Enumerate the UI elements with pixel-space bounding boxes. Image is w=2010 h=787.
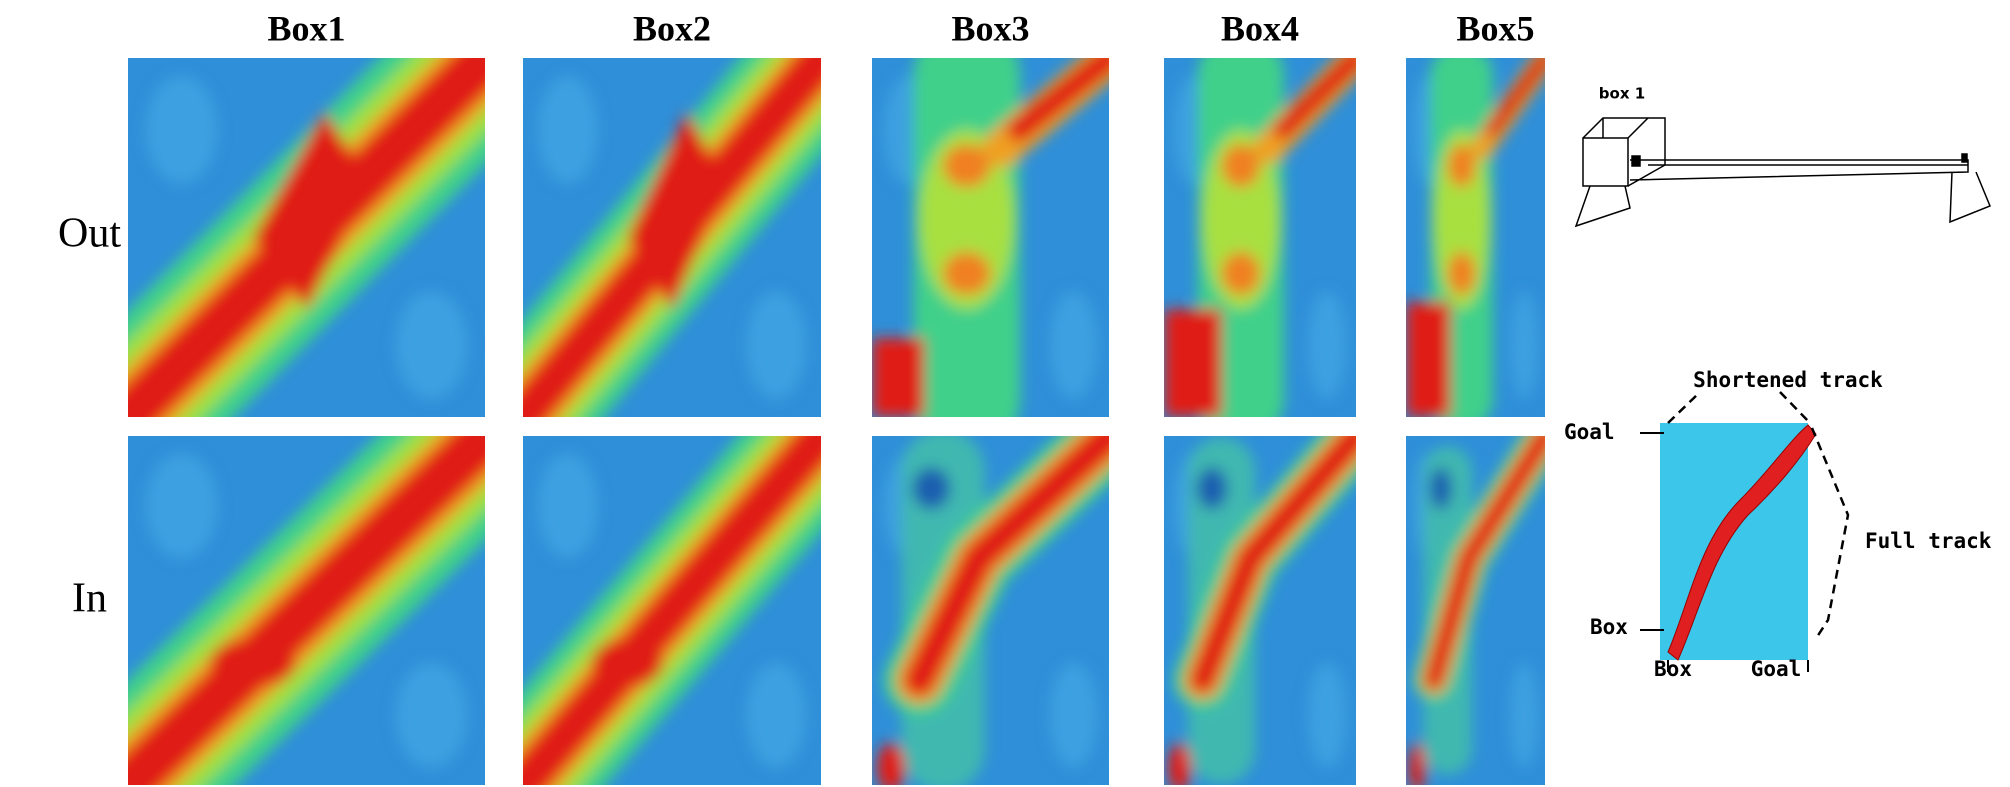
heat-blob — [627, 111, 726, 310]
heat-band — [1273, 58, 1356, 140]
heat-blob — [1433, 129, 1490, 310]
column-label: Box4 — [1221, 8, 1299, 48]
heat-blob — [876, 743, 906, 785]
heat-blob — [537, 453, 598, 559]
axis-label: Box — [1590, 615, 1628, 639]
heatmap — [1164, 436, 1356, 785]
heatmap — [128, 58, 485, 417]
annotation: Full track — [1865, 529, 1992, 553]
heatmap-field — [1408, 436, 1545, 785]
heat-blob — [591, 638, 664, 688]
axis-label: Box — [1654, 657, 1692, 681]
heat-blob — [1429, 467, 1452, 510]
heatmap-field — [1167, 436, 1356, 785]
heatmap-field — [523, 436, 821, 785]
heat-blob — [1406, 302, 1451, 417]
apparatus-label: box 1 — [1599, 85, 1645, 103]
heat-blob — [1510, 662, 1539, 768]
heatmap-field — [872, 58, 1109, 417]
heat-blob — [145, 75, 218, 184]
row-label: In — [72, 576, 107, 622]
heat-blob — [1049, 291, 1098, 400]
heatmap-field — [128, 58, 485, 417]
heatmap-field — [1164, 58, 1356, 417]
heat-blob — [746, 662, 807, 768]
track-diagram — [1640, 391, 1850, 672]
heat-blob — [1049, 662, 1098, 768]
heatmap — [1406, 58, 1545, 417]
heatmap — [523, 58, 821, 417]
heat-blob — [912, 467, 951, 510]
heatmap-field — [523, 58, 821, 417]
heat-blob — [395, 662, 468, 768]
heat-blob — [395, 291, 468, 400]
heat-blob — [537, 75, 598, 184]
heat-band — [1485, 58, 1545, 137]
heat-blob — [943, 144, 991, 188]
heat-blob — [1447, 144, 1476, 188]
column-label: Box3 — [951, 8, 1029, 48]
heat-blob — [1164, 309, 1222, 417]
column-label: Box2 — [633, 8, 711, 48]
heatmap — [872, 436, 1109, 785]
diagram-title: Shortened track — [1693, 368, 1883, 392]
heat-blob — [1221, 251, 1261, 295]
heatmap — [128, 436, 485, 785]
heatmap-grid — [128, 58, 1545, 785]
heat-blob — [1167, 743, 1191, 785]
heat-blob — [872, 338, 925, 417]
heat-band — [1007, 58, 1109, 142]
axis-label: Goal — [1564, 420, 1615, 444]
heat-band — [1189, 436, 1356, 693]
heat-blob — [252, 111, 371, 310]
heat-blob — [1221, 144, 1261, 188]
heat-blob — [1196, 467, 1228, 510]
heatmap — [523, 436, 821, 785]
apparatus-sketch — [1574, 117, 1991, 228]
heat-band — [523, 436, 821, 785]
heat-blob — [1447, 251, 1476, 295]
row-label: Out — [58, 211, 121, 257]
heat-band — [903, 436, 1109, 696]
heat-blob — [1308, 662, 1347, 768]
heatmap — [1406, 436, 1545, 785]
heat-blob — [943, 251, 991, 295]
axis-label: Goal — [1751, 657, 1802, 681]
heatmap-field — [1406, 58, 1545, 417]
heatmap — [1164, 58, 1356, 417]
heat-blob — [210, 638, 296, 688]
heatmap-field — [128, 436, 485, 785]
column-label: Box1 — [267, 8, 345, 48]
heatmap — [872, 58, 1109, 417]
heat-blob — [919, 129, 1015, 310]
heat-band — [1424, 436, 1545, 690]
heat-blob — [746, 291, 807, 400]
heat-band — [128, 436, 485, 785]
heat-blob — [145, 453, 218, 559]
heat-blob — [1408, 743, 1426, 785]
heat-blob — [1510, 291, 1539, 400]
heat-blob — [1308, 291, 1347, 400]
heatmap-field — [876, 436, 1109, 785]
column-label: Box5 — [1456, 8, 1534, 48]
heat-blob — [1202, 129, 1280, 310]
